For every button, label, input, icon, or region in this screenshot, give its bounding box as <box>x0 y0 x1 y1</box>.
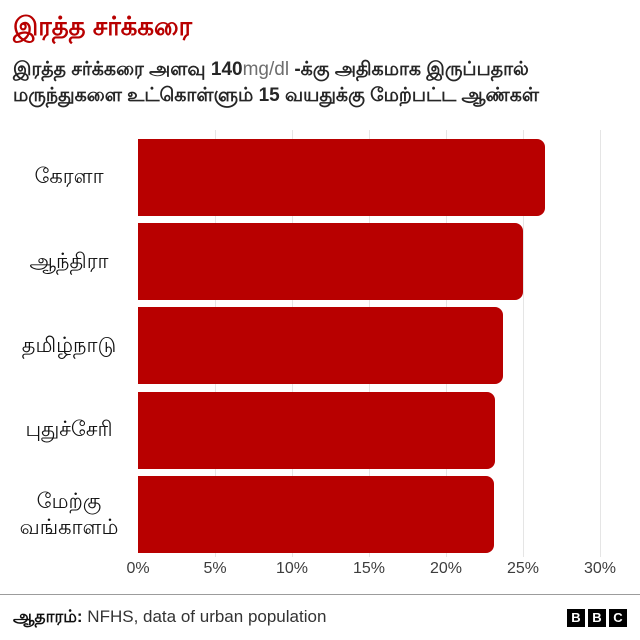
bar-1 <box>138 138 545 216</box>
chart-row: மேற்கு வங்காளம் <box>0 473 640 557</box>
x-axis: 0% 5% 10% 15% 20% 25% 30% <box>0 560 640 582</box>
footer: ஆதாரம்: NFHS, data of urban population B… <box>0 594 640 640</box>
x-tick-label: 25% <box>506 560 540 577</box>
chart-row: கேரளா <box>0 135 640 219</box>
category-label: ஆந்திரா <box>29 249 109 273</box>
source-text: NFHS, data of urban population <box>82 606 327 626</box>
bar-track <box>138 391 600 469</box>
chart-subtitle: இரத்த சர்க்கரை அளவு 140mg/dl -க்கு அதிகம… <box>13 57 613 109</box>
bar-track <box>138 476 600 554</box>
subtitle-unit-mgdl: mg/dl <box>242 59 290 80</box>
category-label: கேரளா <box>34 165 104 189</box>
subtitle-text-2: -க்கு அதிகமாக இருப்பதால் மருந்துகளை உட்க… <box>13 59 540 106</box>
bbc-logo-letter: C <box>609 608 627 627</box>
category-label: புதுச்சேரி <box>25 418 113 442</box>
source-label: ஆதாரம்: <box>13 606 83 626</box>
bar-track <box>138 138 600 216</box>
bbc-logo-letter: B <box>588 608 606 627</box>
bar-5 <box>138 476 494 554</box>
bar-4 <box>138 391 496 469</box>
category-label: தமிழ்நாடு <box>21 333 117 357</box>
bar-track <box>138 307 600 385</box>
x-tick-label: 20% <box>429 560 463 577</box>
x-tick-label: 15% <box>352 560 386 577</box>
page-title: இரத்த சர்க்கரை <box>13 11 193 41</box>
bar-track <box>138 223 600 301</box>
x-tick-label: 0% <box>126 560 150 577</box>
x-tick-label: 10% <box>275 560 309 577</box>
x-tick-label: 30% <box>583 560 617 577</box>
chart-row: புதுச்சேரி <box>0 388 640 472</box>
bar-2 <box>138 223 523 301</box>
bbc-logo-letter: B <box>567 608 585 627</box>
category-label: மேற்கு வங்காளம் <box>19 489 119 539</box>
x-tick-label: 5% <box>203 560 227 577</box>
source-line: ஆதாரம்: NFHS, data of urban population <box>13 607 326 629</box>
bar-rows: கேரளா ஆந்திரா தமிழ்நாடு புதுச்சேரி மேற்கு வங… <box>0 135 640 557</box>
chart-gridline <box>600 130 601 557</box>
chart-gridline <box>523 130 524 557</box>
subtitle-text-1: இரத்த சர்க்கரை அளவு 140 <box>13 59 243 80</box>
bar-3 <box>138 307 503 385</box>
bar-chart: கேரளா ஆந்திரா தமிழ்நாடு புதுச்சேரி மேற்கு வங… <box>0 130 640 557</box>
chart-row: ஆந்திரா <box>0 219 640 303</box>
chart-row: தமிழ்நாடு <box>0 304 640 388</box>
